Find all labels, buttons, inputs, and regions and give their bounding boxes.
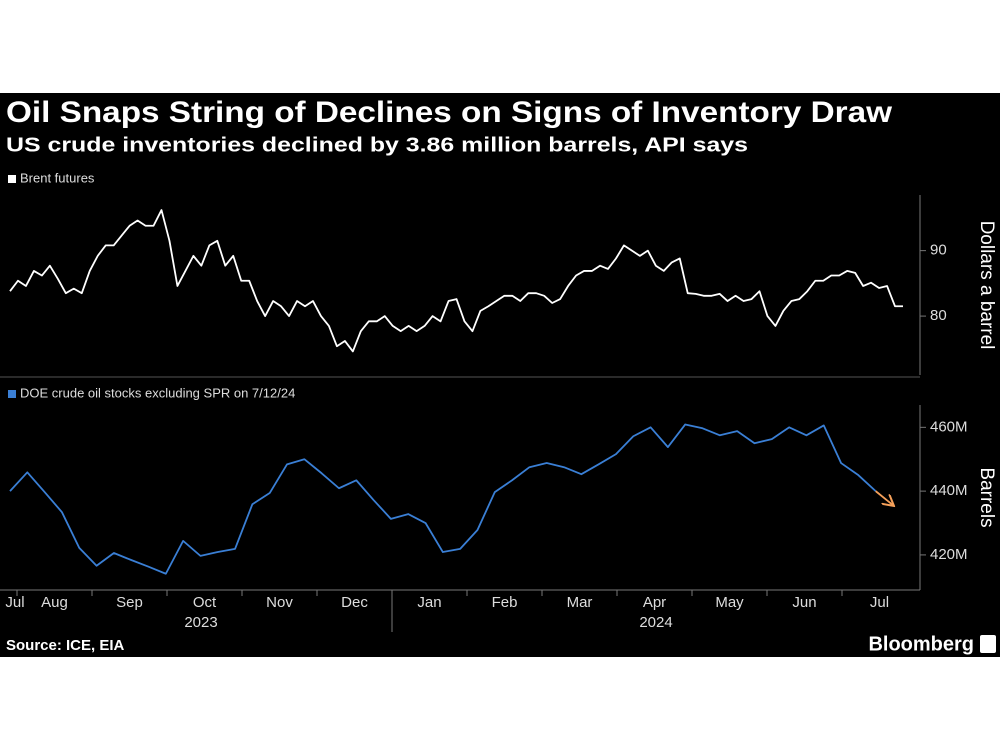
- x-tick-label: Nov: [266, 594, 293, 611]
- brand: Bloomberg: [868, 633, 974, 655]
- x-tick-label: May: [715, 594, 744, 611]
- year-label: 2024: [639, 614, 672, 631]
- source: Source: ICE, EIA: [6, 637, 125, 654]
- legend-label: DOE crude oil stocks excluding SPR on 7/…: [20, 385, 295, 400]
- x-tick-label: Mar: [567, 594, 593, 611]
- line: [9, 423, 877, 575]
- chart-subtitle: US crude inventories declined by 3.86 mi…: [6, 134, 748, 156]
- x-tick-label: Jul: [5, 594, 24, 611]
- legend-label: Brent futures: [20, 170, 95, 185]
- x-tick-label: Apr: [643, 594, 666, 611]
- line-last-segment: [875, 490, 893, 505]
- chart-title: Oil Snaps String of Declines on Signs of…: [6, 96, 893, 129]
- x-tick-label: Aug: [41, 594, 68, 611]
- brand-icon: [980, 635, 996, 653]
- legend-swatch: [8, 175, 16, 183]
- x-tick-label: Jun: [792, 594, 816, 611]
- legend-swatch: [8, 390, 16, 398]
- y-tick-label: 80: [930, 307, 947, 324]
- line: [9, 209, 903, 353]
- y-tick-label: 90: [930, 242, 947, 259]
- y-tick-label: 440M: [930, 482, 968, 499]
- y-tick-label: 420M: [930, 546, 968, 563]
- x-tick-label: Feb: [492, 594, 518, 611]
- background: [0, 93, 1000, 657]
- x-tick-label: Sep: [116, 594, 143, 611]
- y-axis-label: Dollars a barrel: [976, 221, 997, 350]
- year-label: 2023: [184, 614, 217, 631]
- x-tick-label: Oct: [193, 594, 217, 611]
- y-tick-label: 460M: [930, 418, 968, 435]
- x-tick-label: Dec: [341, 594, 368, 611]
- x-tick-label: Jul: [870, 594, 889, 611]
- y-axis-label: Barrels: [976, 467, 997, 527]
- x-tick-label: Jan: [417, 594, 441, 611]
